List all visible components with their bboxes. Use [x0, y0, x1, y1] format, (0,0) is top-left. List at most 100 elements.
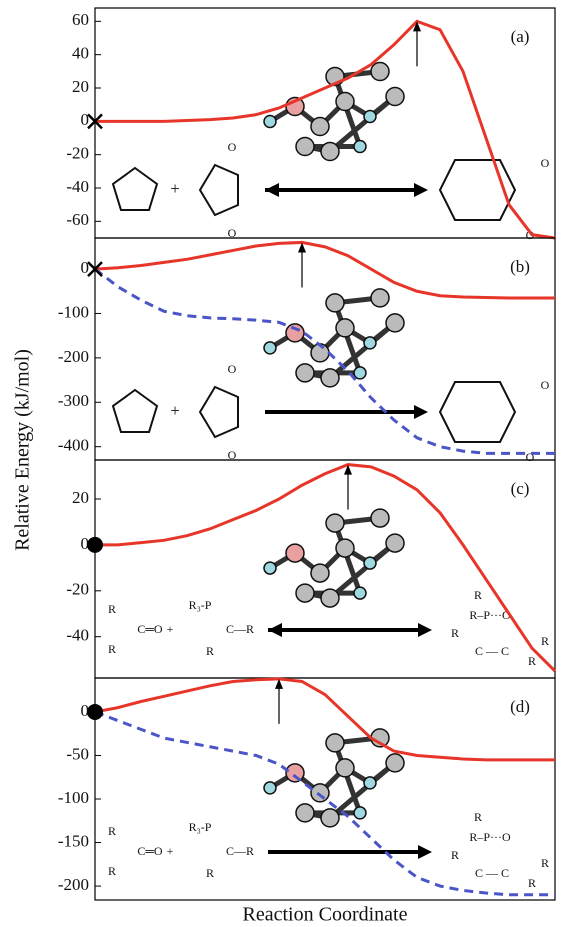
scheme-text: O	[541, 378, 550, 392]
arrow-head	[414, 405, 428, 419]
scheme-text: C—R	[226, 844, 254, 858]
scheme-text: R	[541, 856, 549, 870]
arrow-head	[418, 623, 432, 637]
panel-label: (c)	[511, 479, 530, 498]
panel-label: (a)	[511, 27, 530, 46]
atom	[386, 314, 404, 332]
scheme-text: O	[228, 362, 237, 376]
atom	[371, 63, 389, 81]
atom	[386, 534, 404, 552]
y-axis-label: Relative Energy (kJ/mol)	[12, 349, 34, 551]
atom	[321, 369, 339, 387]
scheme-text: R	[206, 644, 214, 658]
atom	[386, 88, 404, 106]
scheme-text: +	[167, 622, 174, 636]
atom	[286, 324, 304, 342]
y-tick-label: -40	[66, 626, 89, 645]
y-tick-label: -200	[58, 347, 89, 366]
atom	[264, 782, 276, 794]
scheme-text: R	[474, 588, 482, 602]
y-tick-label: -20	[66, 144, 89, 163]
panel-label: (d)	[510, 697, 530, 716]
scheme-text: O	[228, 140, 237, 154]
scheme-text: +	[170, 179, 180, 198]
atom	[286, 544, 304, 562]
atom	[364, 777, 376, 789]
atom	[264, 342, 276, 354]
start-marker	[87, 537, 103, 553]
atom	[296, 584, 314, 602]
scheme-text: R	[451, 626, 459, 640]
atom	[354, 807, 366, 819]
arrow-head	[265, 183, 279, 197]
y-tick-label: -150	[58, 831, 89, 850]
scheme-text: R	[108, 602, 116, 616]
atom	[354, 587, 366, 599]
y-tick-label: -200	[58, 875, 89, 894]
atom	[264, 562, 276, 574]
scheme-text: +	[170, 401, 180, 420]
y-tick-label: 0	[81, 110, 90, 129]
atom	[386, 754, 404, 772]
arrow-head	[268, 623, 282, 637]
scheme-text: R	[206, 866, 214, 880]
atom	[336, 93, 354, 111]
atom	[354, 141, 366, 153]
scheme-text: C═O	[137, 622, 163, 636]
y-tick-label: -400	[58, 436, 89, 455]
atom	[296, 138, 314, 156]
panel-label: (b)	[510, 257, 530, 276]
cyclopentadiene	[113, 390, 157, 432]
start-marker	[87, 704, 103, 720]
y-tick-label: -20	[66, 580, 89, 599]
atom	[354, 367, 366, 379]
scheme-text: C — C	[475, 644, 509, 658]
scheme-text: O	[541, 156, 550, 170]
atom	[326, 514, 344, 532]
anhydride	[200, 165, 238, 215]
atom	[296, 804, 314, 822]
atom	[326, 734, 344, 752]
atom	[264, 116, 276, 128]
atom	[311, 564, 329, 582]
atom	[311, 784, 329, 802]
scheme-text: C—R	[226, 622, 254, 636]
y-tick-label: -50	[66, 744, 89, 763]
y-tick-label: -100	[58, 788, 89, 807]
y-tick-label: 60	[72, 10, 89, 29]
atom	[336, 759, 354, 777]
scheme-text: R	[108, 642, 116, 656]
arrow-head	[418, 845, 432, 859]
scheme-text: R	[528, 876, 536, 890]
y-tick-label: -60	[66, 210, 89, 229]
scheme-text: C — C	[475, 866, 509, 880]
scheme-text: C═O	[137, 844, 163, 858]
y-tick-label: 20	[72, 77, 89, 96]
atom	[371, 289, 389, 307]
scheme-text: R	[108, 864, 116, 878]
atom	[336, 539, 354, 557]
y-tick-label: -100	[58, 302, 89, 321]
scheme-text: R	[474, 810, 482, 824]
atom	[336, 319, 354, 337]
scheme-text: R–P···O	[469, 830, 511, 844]
atom	[371, 509, 389, 527]
y-tick-label: 40	[72, 44, 89, 63]
figure: Relative Energy (kJ/mol) Reaction Coordi…	[0, 0, 561, 927]
atom	[321, 143, 339, 161]
product	[440, 382, 515, 442]
y-tick-label: 20	[72, 488, 89, 507]
scheme-text: R₃-P	[189, 598, 212, 612]
scheme-text: R₃-P	[189, 820, 212, 834]
scheme-text: R	[541, 634, 549, 648]
y-tick-label: -40	[66, 177, 89, 196]
scheme-text: R	[451, 848, 459, 862]
atom	[321, 589, 339, 607]
scheme-text: R	[528, 654, 536, 668]
energy-curve	[95, 679, 555, 760]
anhydride	[200, 387, 238, 437]
cyclopentadiene	[113, 168, 157, 210]
x-axis-label: Reaction Coordinate	[243, 904, 408, 926]
arrow-head	[414, 183, 428, 197]
atom	[326, 294, 344, 312]
